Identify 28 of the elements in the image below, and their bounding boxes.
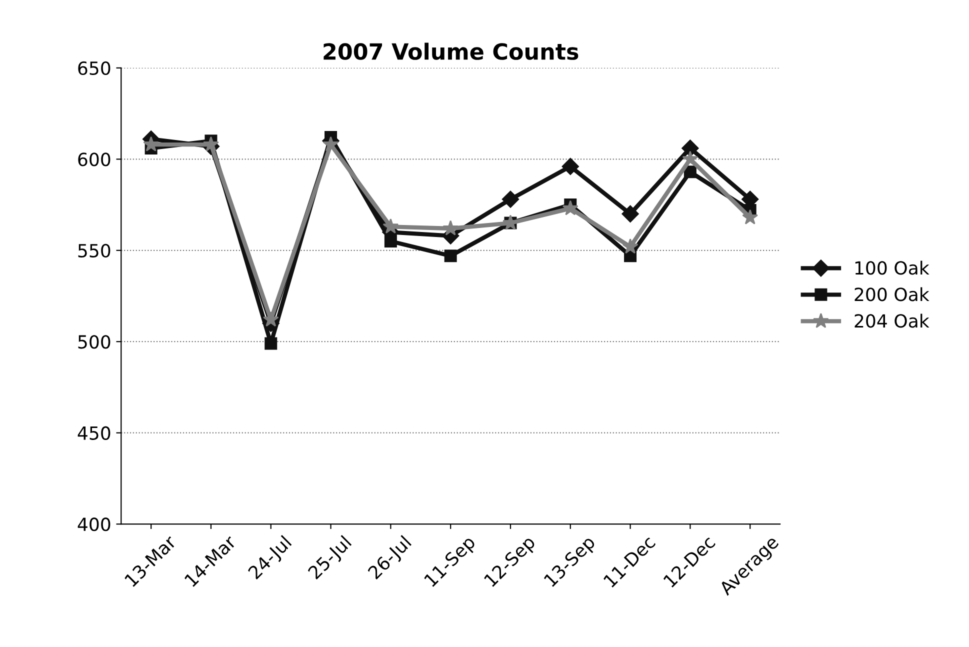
point (562, 158, 579, 176)
point (742, 209, 758, 224)
point (622, 238, 638, 254)
point (143, 136, 160, 152)
y-tick-label: 450 (78, 426, 110, 440)
point (682, 150, 698, 166)
point (622, 205, 639, 222)
y-tick-label: 500 (78, 335, 110, 349)
point (442, 220, 459, 236)
point (262, 311, 279, 327)
point (384, 235, 397, 248)
chart-title: 2007 Volume Counts (324, 42, 578, 60)
point (264, 337, 278, 350)
point (502, 190, 520, 208)
point (684, 166, 696, 178)
point (562, 200, 578, 216)
y-tick-label: 600 (78, 152, 110, 166)
legend-label: 204 Oak (854, 314, 930, 328)
y-tick-label: 400 (78, 518, 110, 532)
y-tick-label: 550 (78, 244, 110, 258)
y-tick-label: 650 (78, 61, 110, 76)
point (382, 218, 399, 234)
legend-label: 100 Oak (855, 260, 930, 275)
point (322, 136, 339, 152)
point (682, 140, 699, 157)
point (203, 136, 219, 152)
point (444, 250, 457, 262)
legend-label: 200 Oak (854, 287, 930, 302)
